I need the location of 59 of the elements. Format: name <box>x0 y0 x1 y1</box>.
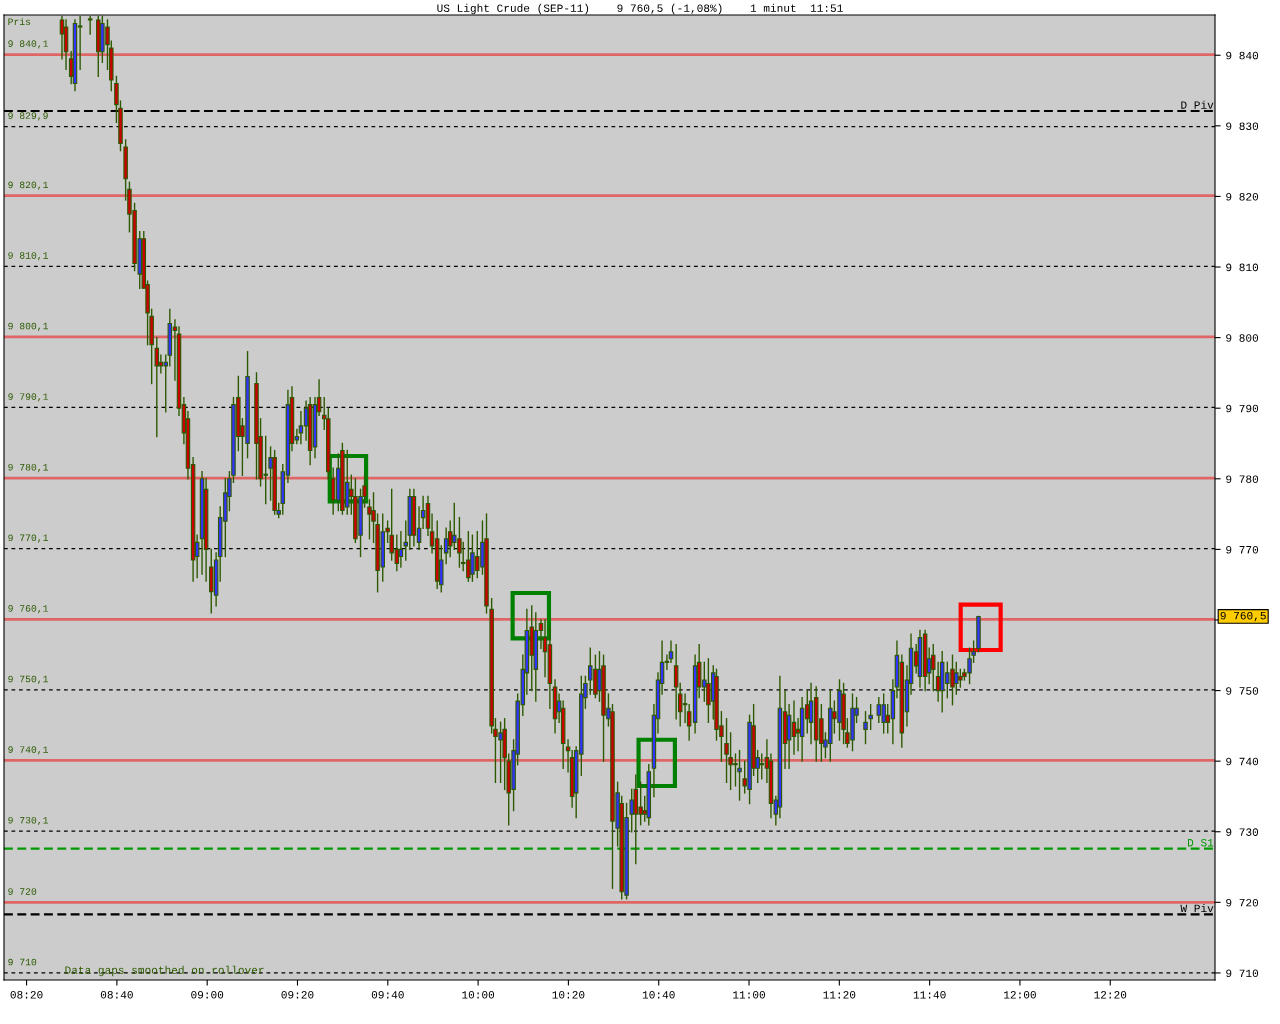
ref-line-label: 9 750,1 <box>8 675 48 684</box>
y-tick-label: 9 720 <box>1226 898 1259 907</box>
y-tick-label: 9 750 <box>1226 687 1259 695</box>
candlestick <box>876 696 882 724</box>
candlestick <box>673 643 679 720</box>
x-tick-label: 09:00 <box>191 991 224 999</box>
y-tick-label: 9 840 <box>1226 51 1259 60</box>
y-tick-label: 9 800 <box>1226 334 1259 342</box>
x-tick-label: 11:20 <box>823 991 856 999</box>
ref-line-label: D S1 <box>1187 838 1214 847</box>
candlestick <box>298 411 304 445</box>
y-tick-label: 9 790 <box>1226 404 1259 413</box>
ref-line-label: 9 730,1 <box>8 816 48 826</box>
candlestick <box>868 703 873 731</box>
y-tick-label: 9 770 <box>1226 545 1259 554</box>
ref-line-label: 9 790,1 <box>8 393 48 402</box>
x-tick-label: 10:40 <box>642 991 675 999</box>
text: 9 760,5 <box>1220 611 1266 622</box>
y-tick-label: 9 820 <box>1226 193 1259 201</box>
x-tick-label: 10:20 <box>552 991 585 999</box>
ref-line-label: 9 770,1 <box>8 534 48 543</box>
ref-line-label: 9 800,1 <box>8 322 48 331</box>
x-tick-label: 10:00 <box>462 991 495 999</box>
candlestick <box>791 700 797 755</box>
x-tick-label: 11:40 <box>913 991 946 999</box>
ref-line-label: 9 720 <box>8 888 37 895</box>
y-tick-label: 9 710 <box>1226 969 1259 978</box>
x-tick-label: 12:00 <box>1004 991 1036 999</box>
candlestick <box>87 15 93 35</box>
ref-line-label: 9 810,1 <box>8 252 48 261</box>
candlestick <box>154 336 160 438</box>
candlestick <box>457 516 462 568</box>
candlestick <box>759 753 765 780</box>
annotation: Data gaps smoothed on rollover <box>65 965 264 977</box>
ref-line-label: 9 710 <box>8 958 37 966</box>
chart-title: US Light Crude (SEP-11) 9 760,5 (-1,08%) 1 minut 11:51 <box>437 3 843 15</box>
x-tick-label: 11:00 <box>733 991 766 999</box>
candlestick <box>629 788 634 833</box>
y-tick-label: 9 730 <box>1226 828 1259 836</box>
ref-line-label: 9 740,1 <box>8 746 48 755</box>
y-tick-label: 9 740 <box>1226 757 1259 766</box>
y-tick-label: 9 810 <box>1226 263 1259 272</box>
x-tick-label: 08:40 <box>100 991 133 999</box>
y-axis-title: Pris <box>8 17 31 26</box>
x-tick-label: 12:20 <box>1094 991 1127 999</box>
ref-line-label: 9 780,1 <box>8 463 48 473</box>
ref-line-label: 9 760,1 <box>8 605 48 614</box>
x-tick-label: 08:20 <box>10 991 43 999</box>
y-tick-label: 9 830 <box>1226 122 1259 130</box>
ref-line-label: 9 829,9 <box>8 112 48 121</box>
x-tick-label: 09:40 <box>371 991 404 999</box>
ref-line-label: D Piv <box>1181 100 1214 109</box>
ref-line-label: 9 820,1 <box>8 181 48 190</box>
y-tick-label: 9 780 <box>1226 475 1259 483</box>
candlestick <box>863 711 868 745</box>
candlestick <box>737 749 742 801</box>
ref-line-label: 9 840,1 <box>8 40 48 49</box>
ref-line-label: W Piv <box>1180 903 1214 913</box>
x-tick-label: 09:20 <box>281 991 314 999</box>
